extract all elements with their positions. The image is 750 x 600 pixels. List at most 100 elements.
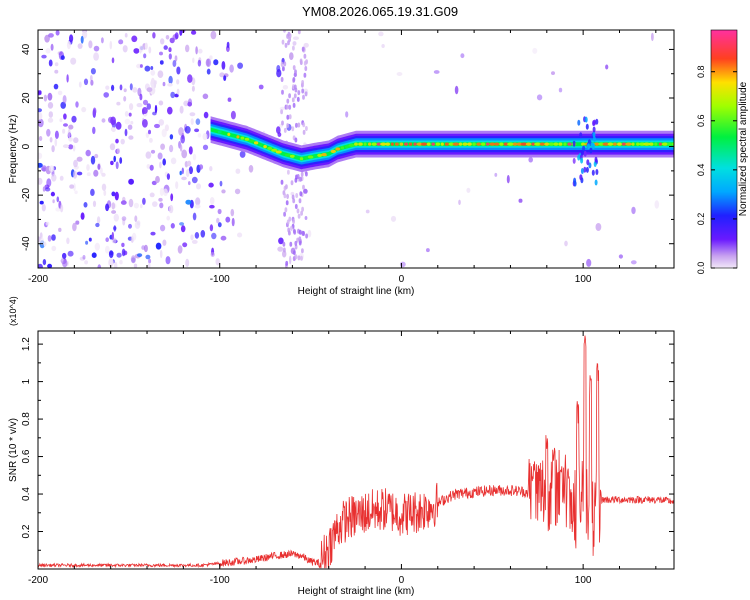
spectrogram-disturbance	[589, 147, 593, 154]
spectrogram-noise-blob	[160, 143, 166, 150]
spectrogram-noise-blob	[205, 58, 212, 67]
spectrogram-noise-blob	[108, 250, 114, 258]
spectrogram-noise-blob	[192, 57, 195, 64]
spectrogram-noise-blob	[426, 248, 430, 253]
spectrogram-noise-blob	[51, 245, 57, 252]
spectrogram-noise-blob	[558, 87, 563, 93]
spectrogram-noise-blob	[494, 172, 498, 177]
spectrogram-disturbance	[580, 168, 584, 174]
spectrogram-noise-blob	[68, 124, 74, 130]
spectrogram-hotspot	[304, 156, 308, 160]
spectrogram-noise-blob	[301, 248, 304, 254]
spectrogram-disturbance	[595, 169, 599, 175]
spectrogram-noise-blob	[47, 102, 54, 109]
spectrogram-noise-blob	[305, 126, 308, 131]
spectrogram-noise-blob	[170, 157, 177, 165]
spectrogram-noise-blob	[295, 122, 298, 128]
spectrogram-noise-blob	[168, 47, 172, 53]
spectrogram-noise-blob	[90, 155, 96, 165]
spectrogram-noise-blob	[139, 93, 143, 101]
snr-xtick-label: -100	[210, 575, 230, 586]
spectrogram-hotspot	[539, 142, 545, 146]
spectrogram-noise-blob	[289, 255, 292, 265]
spectrogram-noise-blob	[302, 184, 305, 190]
snr-xtick-label: -200	[28, 575, 48, 586]
spectrogram-noise-blob	[90, 79, 94, 86]
spectrogram-noise-blob	[167, 106, 173, 115]
spectrogram-noise-blob	[73, 183, 76, 192]
spectrogram-noise-blob	[159, 60, 164, 65]
spectrogram-noise-blob	[195, 46, 198, 55]
spectrogram-noise-blob	[285, 260, 289, 266]
spectrogram-noise-blob	[72, 170, 78, 179]
spectrogram-noise-blob	[287, 169, 290, 175]
spectrogram-noise-blob	[162, 158, 166, 166]
spectrogram-noise-blob	[381, 44, 385, 48]
spectrogram-hotspot	[244, 137, 250, 141]
spectrogram-hotspot	[404, 142, 408, 146]
spectrogram-noise-blob	[189, 112, 196, 117]
spectrogram-noise-blob	[148, 129, 151, 135]
spectrogram-noise-blob	[298, 236, 302, 242]
spectrogram-noise-blob	[114, 191, 119, 201]
spectrogram-noise-blob	[67, 128, 71, 138]
spectrogram-noise-blob	[147, 262, 151, 268]
spectrogram-noise-blob	[176, 66, 181, 75]
spectrogram-hotspot	[408, 142, 413, 146]
spectrogram-noise-blob	[213, 59, 219, 66]
spectrogram-noise-blob	[188, 166, 193, 175]
spectrogram-noise-blob	[121, 248, 126, 257]
spectrogram-noise-blob	[105, 85, 110, 90]
spectrogram-noise-blob	[154, 123, 160, 129]
spectrogram-noise-blob	[282, 250, 287, 258]
spectrogram-noise-blob	[75, 101, 79, 108]
spectrogram-noise-blob	[221, 189, 226, 194]
spectrogram-noise-blob	[210, 252, 215, 257]
spectrogram-noise-blob	[195, 197, 201, 206]
spectrogram-disturbance	[586, 159, 590, 166]
spectrogram-hotspot	[385, 142, 390, 146]
spectrogram-noise-blob	[97, 163, 101, 170]
spectrogram-noise-blob	[71, 115, 77, 123]
spectrogram-hotspot	[567, 142, 572, 146]
spectrogram-noise-blob	[191, 176, 198, 184]
spectrogram-hotspot	[661, 142, 669, 146]
spectrogram-noise-blob	[160, 38, 165, 45]
spectrogram-noise-blob	[47, 235, 52, 242]
spectrogram-noise-blob	[297, 122, 301, 128]
spectrogram-noise-blob	[168, 204, 174, 214]
spectrogram-noise-blob	[85, 240, 89, 245]
spectrogram-xtick-label: 0	[399, 274, 405, 285]
spectrogram-noise-blob	[73, 159, 78, 168]
spectrogram-noise-blob	[293, 36, 299, 40]
spectrogram-noise-blob	[103, 190, 107, 196]
spectrogram-noise-blob	[142, 99, 149, 106]
spectrogram-noise-blob	[433, 70, 440, 74]
spectrogram-noise-blob	[95, 222, 100, 228]
spectrogram-noise-blob	[286, 33, 289, 39]
colorbar-tick-label: 0.6	[696, 115, 706, 128]
spectrogram-disturbance	[583, 166, 587, 173]
spectrogram-hotspot	[458, 142, 463, 146]
spectrogram-noise-blob	[184, 126, 191, 134]
spectrogram-hotspot	[426, 142, 431, 146]
spectrogram-noise-blob	[283, 247, 286, 253]
spectrogram-noise-blob	[198, 48, 203, 54]
spectrogram-noise-blob	[141, 245, 146, 250]
spectrogram-noise-blob	[133, 263, 138, 268]
spectrogram-hotspot	[335, 147, 341, 151]
spectrogram-noise-blob	[299, 58, 303, 64]
spectrogram-hotspot	[612, 142, 617, 146]
spectrogram-noise-blob	[100, 167, 103, 175]
spectrogram-noise-blob	[235, 168, 241, 174]
spectrogram-noise-blob	[81, 106, 87, 113]
snr-multiplier: (x10^4)	[8, 296, 18, 326]
spectrogram-hotspot	[299, 157, 304, 161]
spectrogram-noise-blob	[292, 198, 296, 204]
spectrogram-noise-blob	[111, 57, 115, 64]
spectrogram-noise-blob	[283, 127, 287, 133]
spectrogram-disturbance	[577, 154, 581, 161]
spectrogram-noise-blob	[206, 68, 211, 75]
spectrogram-noise-blob	[127, 124, 133, 130]
spectrogram-noise-blob	[46, 178, 52, 188]
